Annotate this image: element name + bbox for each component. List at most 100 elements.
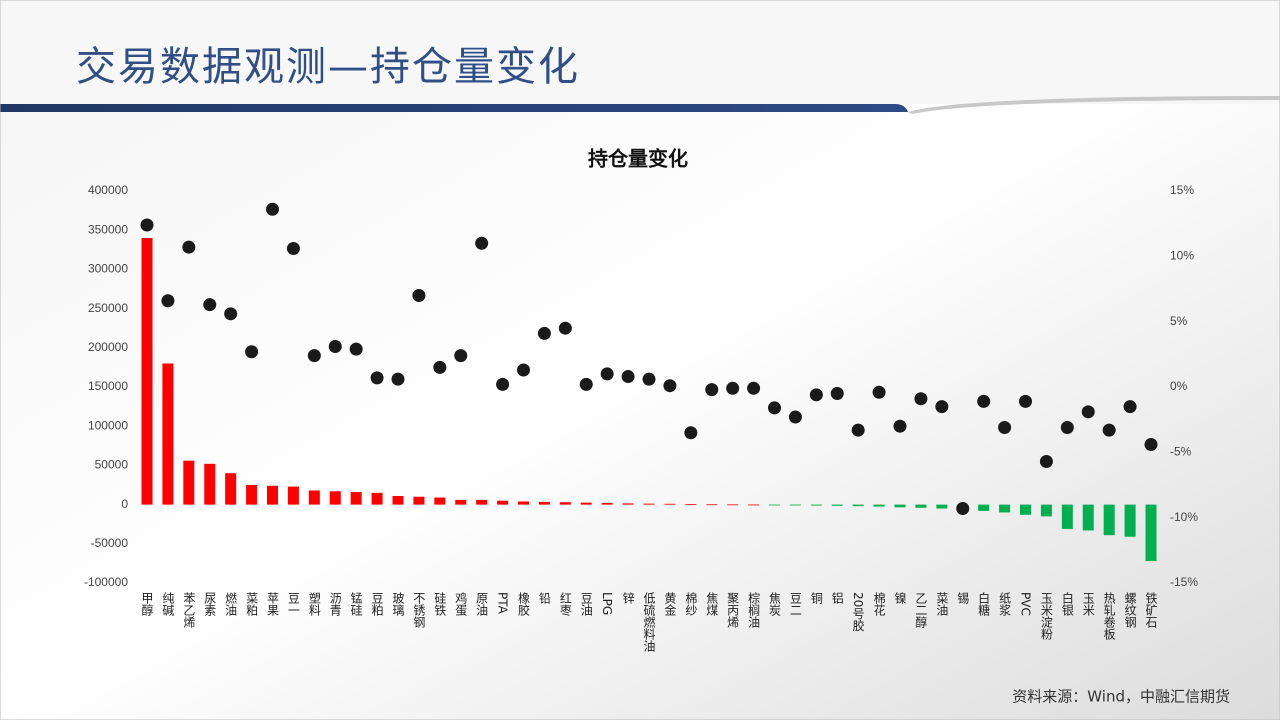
x-tick-label: 沥青 [328,592,342,617]
y2-tick-label: 5% [1170,314,1188,328]
y-tick-label: -50000 [91,536,129,550]
dot [1060,421,1074,435]
x-tick-label: 热轧卷板 [1102,592,1116,641]
bar [371,492,383,505]
dot [537,326,551,340]
bar [392,495,404,505]
x-tick-label: 铁矿石 [1144,592,1158,628]
bar [1124,504,1136,537]
bar [413,496,425,505]
dot [140,218,154,232]
bar [183,460,195,505]
dot [600,367,614,381]
bar [831,504,843,506]
dot [1081,405,1095,419]
x-tick-label: 玉米 [1081,592,1095,616]
x-tick-label: 橡胶 [517,592,531,617]
dot [391,372,405,386]
x-tick-label: 不锈钢 [412,592,426,628]
x-tick-label: 螺纹钢 [1123,592,1137,628]
bar [1103,504,1115,536]
header-rule [0,104,908,112]
x-tick-label: 玉米淀粉 [1039,592,1053,640]
bar [455,499,467,505]
x-tick-label: 黄金 [663,592,677,616]
bar [204,463,216,505]
dot [663,379,677,393]
y-tick-label: 100000 [88,418,128,432]
x-tick-label: 锌 [621,592,635,604]
dot [517,363,530,377]
x-tick-label: PVC [1019,592,1033,616]
x-tick-label: 苹果 [266,592,280,616]
x-tick-label: LPG [600,592,614,615]
dot [788,410,802,424]
dot [475,236,489,250]
x-tick-label: 塑料 [307,591,321,616]
bar [873,504,885,507]
x-tick-label: 菜油 [935,592,949,616]
bar [1061,504,1073,529]
dot [1144,437,1158,451]
bar [894,504,906,508]
dot [956,502,970,516]
bar [162,363,174,505]
x-tick-label: 尿素 [203,592,217,616]
source-note: 资料来源：Wind，中融汇信期货 [1012,688,1230,706]
x-tick-label: 白银 [1060,591,1074,616]
dot [705,383,719,397]
bar [559,502,571,505]
dot [433,360,447,374]
dot [307,349,321,363]
slide-title: 交易数据观测—持仓量变化 [76,44,580,90]
bar [225,473,237,505]
x-tick-label: 玻璃 [391,592,405,617]
dot [1039,454,1053,468]
x-tick-label: 鸡蛋 [454,591,468,617]
bar [643,503,655,505]
bar [476,499,488,505]
bar [267,485,278,505]
x-tick-label: 红枣 [558,591,572,617]
x-tick-label: 原油 [475,592,489,616]
dot [579,377,593,391]
x-tick-label: 低硫燃料油 [642,592,656,652]
dot [266,202,279,216]
dot [851,423,865,437]
bar [748,504,760,506]
y-tick-label: 200000 [88,340,128,354]
x-tick-label: 焦煤 [705,592,719,616]
x-tick-label: 乙二醇 [914,592,928,628]
y-tick-label: 50000 [95,458,129,472]
y-tick-label: 300000 [88,262,128,276]
x-tick-label: 20号胶 [851,592,865,632]
dot [245,345,259,359]
y-tick-label: 250000 [88,301,128,315]
y-tick-label: 0 [121,497,128,511]
x-tick-label: 纯碱 [161,592,175,617]
x-tick-label: 甲醇 [140,592,154,616]
bar [580,502,592,505]
bar [727,504,739,506]
dot [893,419,907,433]
dot [642,372,656,386]
dot [872,385,886,399]
bar [978,504,990,511]
y2-tick-label: -15% [1170,575,1198,589]
bar [538,501,550,505]
dot [621,370,635,384]
dot [370,371,384,385]
x-tick-label: 焦炭 [768,592,782,617]
y-tick-label: -100000 [84,575,128,589]
bar [852,504,864,507]
dot [182,240,196,254]
y-tick-label: 400000 [88,183,128,197]
dot [747,381,761,395]
bar [915,504,927,508]
x-tick-label: 铝 [830,591,844,604]
dot [1019,394,1032,408]
x-tick-label: 硅铁 [433,592,447,616]
